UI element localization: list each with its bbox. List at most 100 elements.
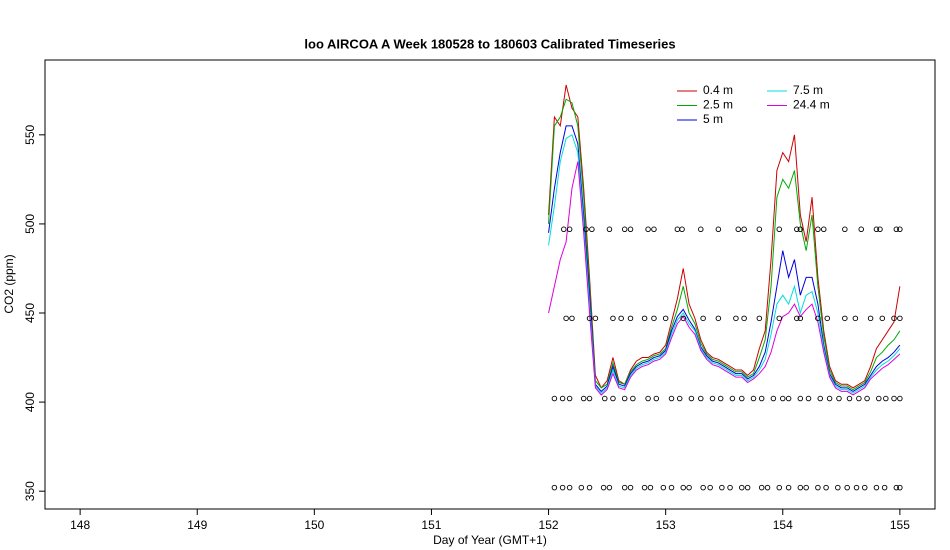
x-tick-label: 151 xyxy=(421,518,441,532)
calibration-point xyxy=(758,395,765,402)
calibration-point xyxy=(621,484,628,491)
calibration-point xyxy=(815,315,821,322)
x-tick-label: 148 xyxy=(70,518,90,532)
calibration-point xyxy=(883,395,889,402)
calibration-point xyxy=(679,226,685,233)
calibration-point xyxy=(641,484,648,491)
calibration-point xyxy=(651,226,657,233)
calibration-point xyxy=(897,226,903,233)
calibration-point xyxy=(563,315,569,322)
calibration-point xyxy=(785,484,792,491)
chart-title: loo AIRCOA A Week 180528 to 180603 Calib… xyxy=(304,36,675,51)
calibration-point xyxy=(551,484,558,491)
calibration-point xyxy=(586,484,593,491)
calibration-point xyxy=(864,395,870,402)
calibration-point xyxy=(794,315,800,322)
calibration-point xyxy=(610,315,616,322)
y-tick-label: 450 xyxy=(23,303,37,323)
calibration-point xyxy=(897,315,903,322)
calibration-point xyxy=(756,315,763,322)
calibration-point xyxy=(739,395,745,402)
y-tick-label: 550 xyxy=(23,125,37,145)
calibration-point xyxy=(797,395,804,402)
calibration-point xyxy=(592,315,599,322)
calibration-point xyxy=(877,226,883,233)
calibration-point xyxy=(823,484,829,491)
calibration-point xyxy=(729,395,736,402)
calibration-point xyxy=(566,484,573,491)
y-tick-label: 400 xyxy=(23,392,37,412)
calibration-point xyxy=(817,395,823,402)
calibration-point xyxy=(821,226,827,233)
calibration-point xyxy=(700,484,706,491)
legend-label: 2.5 m xyxy=(703,98,733,112)
x-tick-label: 153 xyxy=(656,518,676,532)
calibration-point xyxy=(733,315,739,322)
calibration-point xyxy=(621,226,628,233)
calibration-point xyxy=(627,484,634,491)
calibration-point xyxy=(891,395,897,402)
series-line xyxy=(548,125,901,393)
calibration-point xyxy=(630,395,636,402)
calibration-point xyxy=(583,226,589,233)
calibration-point xyxy=(569,315,575,322)
calibration-point xyxy=(645,395,651,402)
x-tick-label: 149 xyxy=(187,518,207,532)
y-tick-label: 350 xyxy=(23,481,37,501)
calibration-point xyxy=(824,315,831,322)
calibration-point xyxy=(606,484,613,491)
calibration-point xyxy=(893,484,900,491)
y-axis-label: CO2 (ppm) xyxy=(2,254,16,313)
legend-label: 0.4 m xyxy=(703,83,733,97)
calibration-point xyxy=(770,395,777,402)
plot-frame xyxy=(44,59,936,510)
calibration-point xyxy=(881,484,888,491)
calibration-point xyxy=(621,395,628,402)
calibration-point xyxy=(551,395,558,402)
calibration-point xyxy=(719,484,725,491)
calibration-point xyxy=(797,315,804,322)
calibration-point xyxy=(602,395,608,402)
calibration-point xyxy=(735,226,742,233)
calibration-point xyxy=(668,484,675,491)
calibration-point xyxy=(879,315,886,322)
calibration-point xyxy=(758,484,765,491)
series-line xyxy=(548,98,901,391)
calibration-point xyxy=(805,395,812,402)
calibration-point xyxy=(861,484,868,491)
legend-label: 24.4 m xyxy=(793,98,830,112)
calibration-point xyxy=(836,395,842,402)
calibration-point xyxy=(566,226,573,233)
calibration-point xyxy=(645,226,651,233)
calibration-point xyxy=(853,484,860,491)
calibration-point xyxy=(586,395,593,402)
calibration-point xyxy=(856,395,862,402)
calibration-point xyxy=(627,226,634,233)
calibration-point xyxy=(700,315,706,322)
calibration-point xyxy=(668,395,675,402)
calibration-point xyxy=(641,315,648,322)
calibration-point xyxy=(741,226,747,233)
calibration-point xyxy=(842,315,848,322)
calibration-point xyxy=(785,395,792,402)
calibration-point xyxy=(797,226,804,233)
calibration-point xyxy=(891,315,897,322)
calibration-point xyxy=(797,484,804,491)
calibration-point xyxy=(842,226,848,233)
calibration-point xyxy=(680,315,686,322)
calibration-point xyxy=(674,226,681,233)
calibration-point xyxy=(686,484,692,491)
calibration-point xyxy=(776,484,783,491)
calibration-point xyxy=(680,484,686,491)
calibration-point xyxy=(589,226,595,233)
calibration-point xyxy=(846,395,853,402)
calibration-point xyxy=(709,395,716,402)
calibration-point xyxy=(580,395,587,402)
calibration-point xyxy=(764,484,771,491)
calibration-point xyxy=(776,226,783,233)
calibration-point xyxy=(873,484,880,491)
calibration-point xyxy=(897,395,903,402)
calibration-point xyxy=(586,315,593,322)
calibration-point xyxy=(750,395,757,402)
